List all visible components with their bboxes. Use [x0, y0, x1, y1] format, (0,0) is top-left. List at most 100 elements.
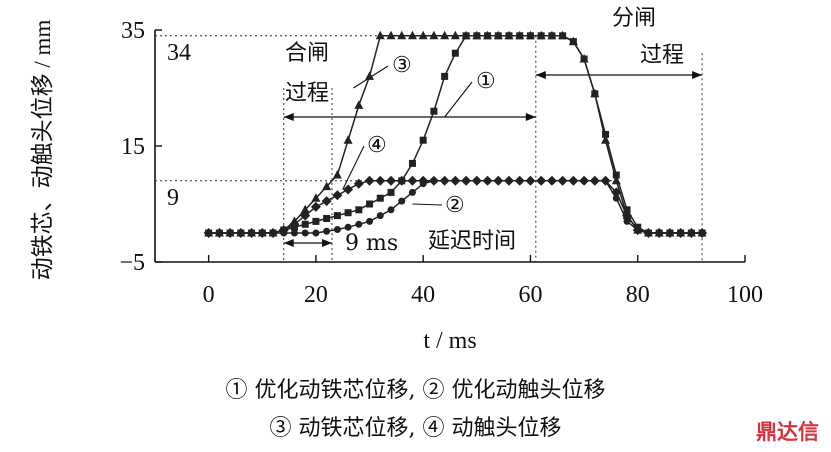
reference-label-y: 34 [167, 40, 191, 66]
legend-line-1: ① 优化动铁芯位移, ② 优化动触头位移 [225, 378, 606, 403]
closing-process-arrow-head-right [525, 113, 536, 121]
series-4-leader [342, 145, 365, 190]
data-point-diamond [332, 190, 343, 201]
data-point-circle [698, 229, 706, 237]
data-point-square [537, 32, 545, 40]
series-2-leader [412, 203, 443, 206]
delay-9ms-label: 9 ms [345, 231, 398, 256]
data-point-circle [258, 229, 266, 237]
x-tick-label: 60 [518, 282, 542, 308]
closing-process-arrow-head-left [283, 113, 294, 121]
data-point-triangle [450, 30, 460, 40]
data-point-square [516, 32, 524, 40]
data-point-circle [548, 177, 556, 185]
data-point-circle [462, 177, 470, 185]
axes: 0 20 40 60 80 100 −5 15 35 t / ms 动铁芯、动触头位移 / mm [30, 18, 763, 354]
data-point-square [473, 32, 481, 40]
data-point-diamond [310, 201, 321, 212]
data-point-circle [355, 220, 363, 228]
data-point-triangle [343, 135, 353, 144]
data-point-circle [280, 229, 288, 237]
data-point-triangle [311, 193, 321, 202]
data-point-circle [323, 227, 331, 235]
closing-process-label-2: 过程 [285, 81, 329, 106]
data-point-square [419, 136, 427, 144]
data-point-triangle [440, 30, 450, 40]
data-point-circle [591, 177, 599, 185]
legend-line-2: ③ 动铁芯位移, ④ 动触头位移 [269, 416, 562, 441]
data-point-diamond [364, 175, 375, 186]
data-point-triangle [375, 30, 385, 40]
data-point-square [612, 171, 620, 179]
data-point-square [323, 215, 331, 222]
data-point-circle [634, 226, 642, 234]
x-tick-label: 80 [626, 282, 650, 308]
opening-process-arrow-head-left [535, 71, 546, 79]
data-point-square [366, 200, 374, 208]
data-point-square [312, 217, 320, 225]
data-point-square [408, 159, 416, 167]
opening-process-label-1: 分闸 [612, 6, 656, 31]
data-point-circle [655, 229, 663, 237]
data-point-square [355, 206, 363, 214]
data-point-circle [376, 212, 384, 220]
series-1-callout: ① [476, 69, 496, 94]
data-point-circle [677, 229, 685, 237]
y-tick-label: 35 [121, 18, 145, 44]
x-tick-label: 20 [304, 282, 328, 308]
annotations: 合闸 过程 分闸 过程 9 ms 延迟时间 ① ② ③ ④ [285, 6, 684, 256]
closing-process-label-1: 合闸 [285, 41, 329, 66]
data-point-circle [666, 229, 674, 237]
data-point-circle [430, 177, 438, 185]
data-point-square [602, 130, 610, 138]
data-point-diamond [321, 196, 332, 207]
data-point-circle [559, 177, 567, 185]
data-point-square [430, 107, 438, 115]
data-point-circle [226, 229, 234, 237]
data-point-triangle [300, 204, 310, 214]
data-point-triangle [418, 30, 428, 40]
watermark-logo: 鼎达信 [756, 420, 819, 444]
series-layer [203, 30, 708, 238]
data-point-diamond [353, 178, 364, 189]
data-point-circle [623, 217, 631, 225]
data-point-circle [248, 229, 256, 237]
opening-process-arrow-head-right [692, 71, 703, 79]
data-point-circle [441, 177, 449, 185]
data-point-circle [526, 177, 534, 185]
data-point-circle [387, 206, 395, 214]
data-point-triangle [397, 30, 407, 40]
x-tick-label: 0 [203, 282, 215, 308]
data-point-triangle [322, 181, 332, 191]
data-point-circle [516, 177, 524, 185]
x-tick-label: 40 [411, 282, 435, 308]
data-point-triangle [332, 170, 342, 179]
data-point-circle [398, 197, 406, 205]
data-point-square [591, 90, 599, 98]
data-point-diamond [343, 184, 354, 195]
data-point-diamond [386, 175, 396, 186]
data-point-circle [473, 177, 481, 185]
data-point-triangle [386, 30, 396, 40]
data-point-circle [687, 229, 695, 237]
series-4 [205, 177, 706, 237]
data-point-circle [451, 177, 459, 185]
data-point-circle [237, 229, 245, 237]
data-point-circle [366, 217, 374, 225]
data-point-circle [269, 229, 277, 237]
y-tick-label: 15 [121, 134, 145, 160]
data-point-square [462, 32, 470, 40]
data-point-circle [344, 223, 352, 231]
data-point-circle [301, 229, 309, 237]
data-point-circle [215, 229, 223, 237]
data-point-circle [580, 177, 588, 185]
data-point-circle [505, 177, 513, 185]
data-point-square [505, 32, 513, 40]
reference-label-y: 9 [167, 185, 179, 211]
series-3-callout: ③ [392, 53, 412, 78]
y-axis-label: 动铁芯、动触头位移 / mm [30, 20, 55, 281]
data-point-diamond [622, 210, 632, 221]
data-point-square [548, 32, 556, 40]
data-point-circle [419, 180, 427, 188]
data-point-diamond [289, 219, 300, 230]
